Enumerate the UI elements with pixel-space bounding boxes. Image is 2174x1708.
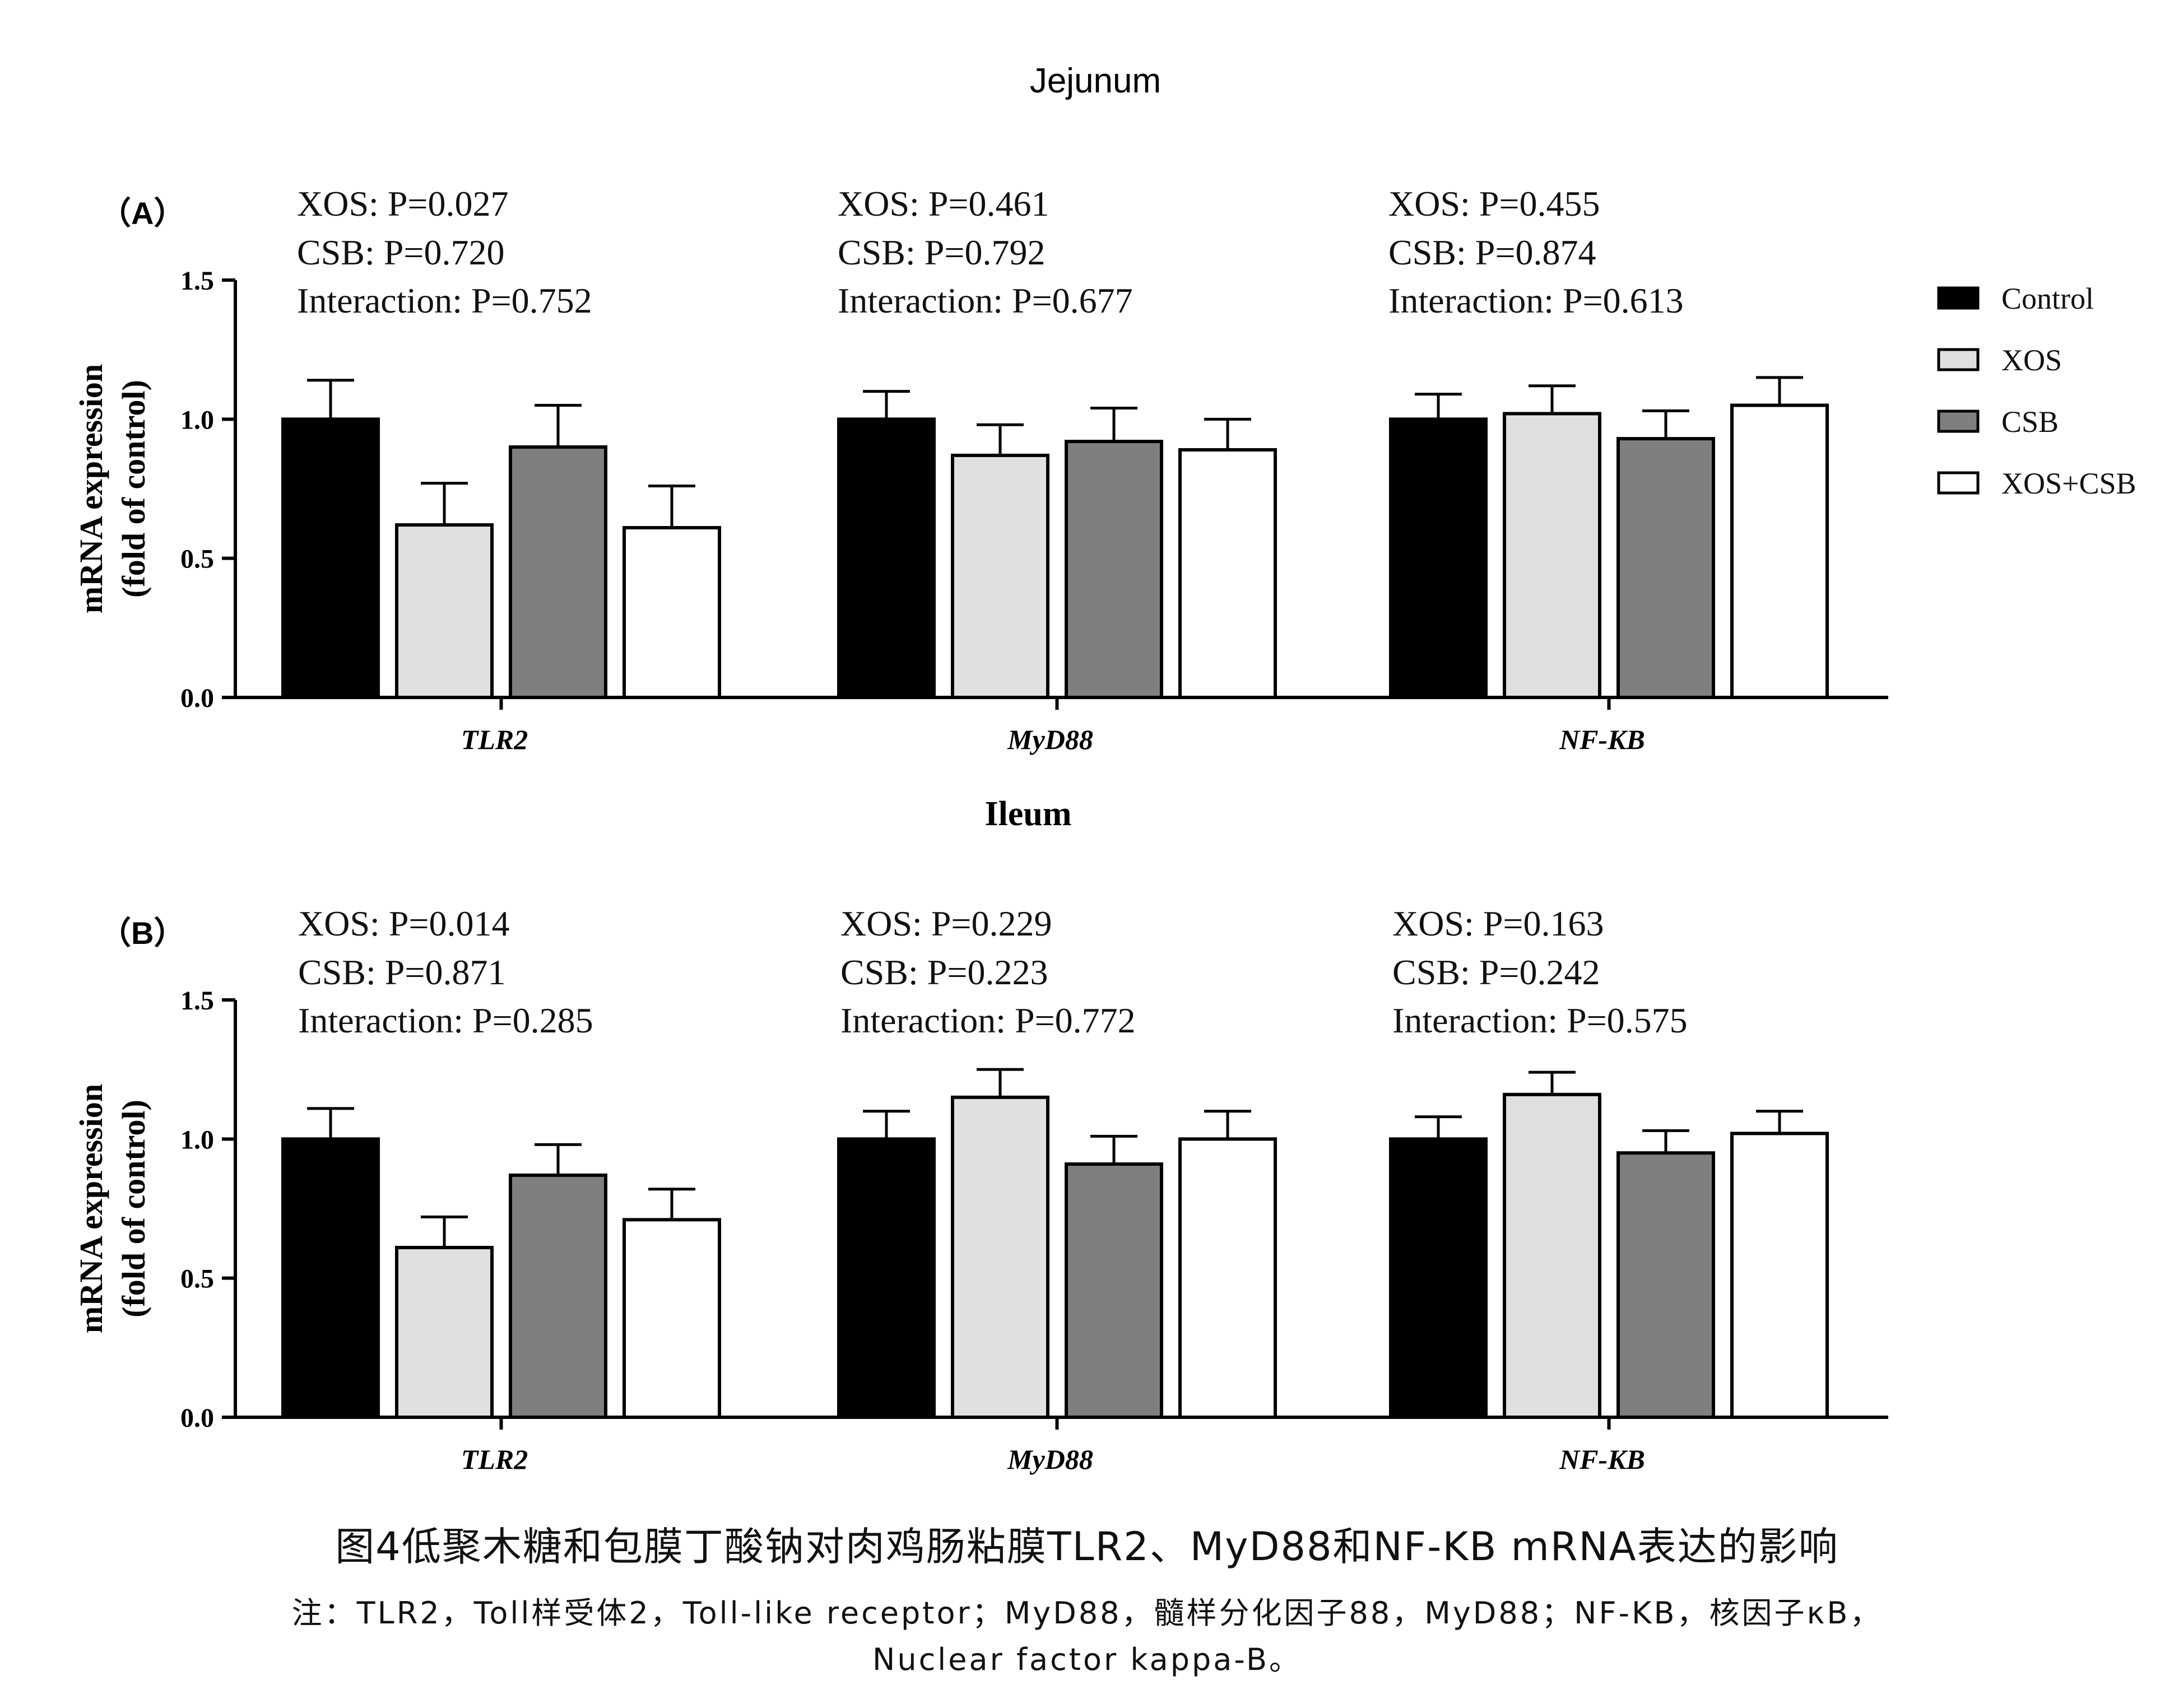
y-axis-title-unit: (fold of control) <box>115 1100 152 1318</box>
figure: Jejunum （A）mRNA expression (fold of contr… <box>73 62 2136 1475</box>
bar-xos-nf-kb <box>1503 1092 1601 1420</box>
bar-xos-csb-tlr2 <box>623 1218 721 1420</box>
legend-label-xos: XOS <box>2001 343 2062 377</box>
x-tick-label-tlr2: TLR2 <box>461 1444 528 1475</box>
bar-csb-nf-kb <box>1616 1151 1715 1420</box>
panel-label: （B） <box>100 915 185 951</box>
legend-swatch-xos-csb <box>1937 471 1980 495</box>
stat-line-myd88-1: XOS: P=0.229 <box>840 904 1052 943</box>
y-axis-title-unit: (fold of control) <box>115 380 152 598</box>
y-tick-label-0-0: 0.0 <box>180 1403 214 1433</box>
stat-line-tlr2-2: CSB: P=0.871 <box>298 952 505 992</box>
y-tick-label-1-0: 1.0 <box>180 405 214 435</box>
stat-line-nf-kb-1: XOS: P=0.455 <box>1388 184 1600 224</box>
x-tick-label-nf-kb: NF-KB <box>1559 724 1645 755</box>
x-tick-label-myd88: MyD88 <box>1007 724 1093 755</box>
bar-control-myd88 <box>837 1137 936 1420</box>
legend-swatch-control <box>1937 286 1980 310</box>
bar-csb-myd88 <box>1065 440 1163 699</box>
y-tick-label-0-0: 0.0 <box>180 683 214 713</box>
bar-xos-tlr2 <box>395 523 494 699</box>
legend-label-csb: CSB <box>2001 405 2059 439</box>
stat-line-nf-kb-3: Interaction: P=0.613 <box>1388 281 1684 320</box>
stat-line-myd88-1: XOS: P=0.461 <box>838 184 1049 224</box>
figure-title: Jejunum <box>1030 62 1161 100</box>
stat-line-nf-kb-2: CSB: P=0.874 <box>1388 232 1596 272</box>
figure-caption-note-continued: Nuclear factor kappa-B。 <box>872 1642 1302 1677</box>
bar-xos-csb-tlr2 <box>623 526 721 699</box>
panel-a: （A） mRNA expression (fold of control) 0.0 0.… <box>73 184 1888 755</box>
stat-line-tlr2-3: Interaction: P=0.752 <box>297 281 592 320</box>
figure-caption-note: 注：TLR2，Toll样受体2，Toll-like receptor；MyD88… <box>291 1595 1883 1631</box>
bar-control-nf-kb <box>1389 417 1488 699</box>
bar-control-tlr2 <box>281 417 380 699</box>
bar-xos-csb-nf-kb <box>1730 403 1829 699</box>
stat-line-nf-kb-3: Interaction: P=0.575 <box>1392 1000 1688 1040</box>
stat-line-myd88-2: CSB: P=0.223 <box>840 952 1048 992</box>
x-tick-label-myd88: MyD88 <box>1007 1444 1093 1475</box>
legend-swatch-xos <box>1937 348 1980 371</box>
stat-line-tlr2-2: CSB: P=0.720 <box>297 232 504 272</box>
panel-label: （A） <box>100 196 185 231</box>
bar-csb-tlr2 <box>509 1173 607 1419</box>
bar-csb-nf-kb <box>1616 437 1715 699</box>
y-tick-label-1-0: 1.0 <box>180 1125 214 1155</box>
bar-csb-tlr2 <box>509 445 607 699</box>
stat-line-nf-kb-1: XOS: P=0.163 <box>1392 904 1604 943</box>
y-tick-label-1-5: 1.5 <box>180 986 214 1016</box>
bar-xos-csb-myd88 <box>1178 1137 1277 1420</box>
stat-line-nf-kb-2: CSB: P=0.242 <box>1392 952 1600 992</box>
stat-line-myd88-3: Interaction: P=0.772 <box>840 1000 1136 1040</box>
bar-control-nf-kb <box>1389 1137 1488 1420</box>
figure-caption-title: 图4低聚木糖和包膜丁酸钠对肉鸡肠粘膜TLR2、MyD88和NF-KB mRNA表… <box>335 1524 1839 1570</box>
bar-control-myd88 <box>837 417 936 699</box>
y-axis-title: mRNA expression <box>73 1084 109 1333</box>
stat-line-tlr2-1: XOS: P=0.014 <box>298 904 510 943</box>
y-tick-label-0-5: 0.5 <box>180 544 214 574</box>
x-tick-label-tlr2: TLR2 <box>461 724 528 755</box>
stat-line-tlr2-1: XOS: P=0.027 <box>297 184 509 224</box>
legend-label-xos-csb: XOS+CSB <box>2001 467 2136 500</box>
legend-label-control: Control <box>2001 282 2094 315</box>
bar-xos-nf-kb <box>1503 412 1601 700</box>
y-tick-label-1-5: 1.5 <box>180 266 214 296</box>
bar-csb-myd88 <box>1065 1162 1163 1420</box>
y-tick-label-0-5: 0.5 <box>180 1264 214 1294</box>
stat-line-myd88-3: Interaction: P=0.677 <box>838 281 1133 320</box>
legend: Control XOS CSB XOS+CSB <box>1937 282 2136 500</box>
bar-xos-myd88 <box>951 1095 1049 1420</box>
bar-control-tlr2 <box>281 1137 380 1420</box>
panel-b: Ileum （B） mRNA expression (fold of control)… <box>73 795 1888 1475</box>
bar-xos-csb-nf-kb <box>1730 1132 1829 1420</box>
bar-xos-tlr2 <box>395 1246 494 1420</box>
bar-xos-myd88 <box>951 453 1049 700</box>
bar-xos-csb-myd88 <box>1178 448 1277 699</box>
panel-title: Ileum <box>985 795 1072 833</box>
y-axis-title: mRNA expression <box>73 364 109 613</box>
stat-line-tlr2-3: Interaction: P=0.285 <box>298 1000 593 1040</box>
legend-swatch-csb <box>1937 409 1980 433</box>
x-tick-label-nf-kb: NF-KB <box>1559 1444 1645 1475</box>
stat-line-myd88-2: CSB: P=0.792 <box>838 232 1045 272</box>
